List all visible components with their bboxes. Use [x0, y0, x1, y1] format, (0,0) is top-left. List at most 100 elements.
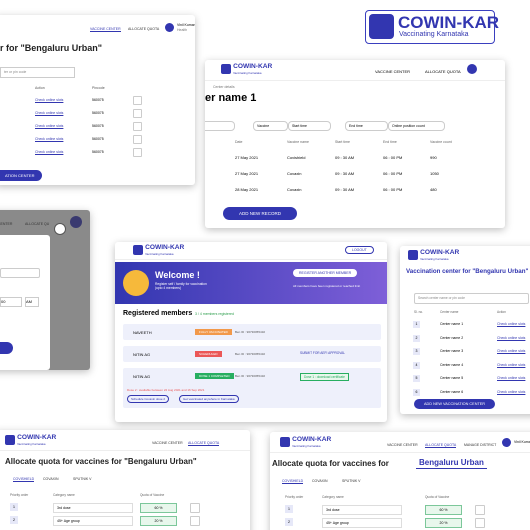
category-select[interactable]: 45+ Age group [322, 518, 402, 528]
dropdown[interactable] [0, 268, 40, 278]
nav-item[interactable]: ALLOCATE QUOTA [425, 443, 457, 448]
close-button[interactable] [54, 223, 66, 235]
nav-item[interactable]: VACCINE CENTER [90, 27, 121, 32]
row-menu[interactable] [475, 505, 485, 515]
nav-item[interactable]: MANAGE DISTRICT [464, 443, 497, 447]
logo-icon [369, 14, 394, 39]
row-menu[interactable] [133, 148, 142, 157]
nav-item[interactable]: ALLOCATE QUOTA [188, 441, 220, 446]
brand-name: COWIN-KAR [420, 248, 460, 256]
row-number: 5 [413, 375, 420, 382]
filter[interactable] [205, 121, 235, 131]
cell: 990 [430, 155, 437, 160]
brand-logo: COWIN-KAR Vaccinating Karnataka [365, 10, 499, 44]
member-action[interactable]: SUBMIT FOR AEFI APPROVAL [300, 351, 346, 355]
cell: 06 : 00 PM [383, 171, 403, 176]
tab[interactable]: COVISHIELD [282, 479, 304, 484]
column-header: Start time [335, 140, 350, 144]
row-menu[interactable] [133, 135, 142, 144]
time-input[interactable]: 00 [0, 297, 22, 307]
header-bar [270, 432, 530, 453]
filter[interactable]: Online position count [388, 121, 445, 131]
quota-panel: COWIN-KAR Vaccinating Karnataka VACCINE CE… [270, 432, 530, 530]
pincode: 560075 [92, 150, 104, 154]
priority-number: 1 [285, 505, 293, 513]
priority-number: 2 [10, 516, 18, 524]
cell: Covaxin [287, 187, 302, 192]
nav-item[interactable]: VACCINE CENTER [152, 441, 183, 445]
status-badge: FULLY VACCINATED [195, 329, 232, 335]
add-button[interactable]: ADD NEW RECORD [223, 207, 298, 220]
center-name: Center name 3 [440, 349, 464, 353]
logo-icon [5, 435, 15, 445]
row-menu[interactable] [475, 518, 485, 528]
row-menu[interactable] [133, 122, 142, 131]
cell: 480 [430, 187, 437, 192]
quota-input[interactable]: 20 % [425, 518, 462, 528]
brand-tagline: Vaccinating Karnataka [420, 256, 449, 261]
schedule-link[interactable]: Schedule Covaxin dose 2 [127, 395, 170, 403]
row-menu[interactable] [190, 516, 200, 526]
category-select[interactable]: 3rd dose [322, 505, 402, 515]
row-link[interactable]: Check online slots [35, 137, 64, 141]
add-button[interactable]: ADD NEW VACCINATION CENTER [414, 399, 496, 409]
center-name: Center name 5 [440, 376, 464, 380]
nav-item[interactable]: ALLOCATE QUOTA [128, 27, 160, 31]
row-link[interactable]: Check online slots [497, 322, 526, 326]
center-name: Center name 2 [440, 335, 464, 340]
register-button[interactable]: REGISTER ANOTHER MEMBER [293, 269, 358, 277]
row-link[interactable]: Check online slots [497, 335, 526, 340]
column-header: Pincode [92, 86, 105, 90]
pincode: 560075 [92, 137, 104, 141]
district-select[interactable]: Bengaluru Urban [416, 457, 487, 469]
row-link[interactable]: Check online slots [35, 124, 64, 128]
centers-list-panel: COWIN-KAR Vaccinating Karnataka Vaccinatio… [400, 246, 530, 414]
row-link[interactable]: Check online slots [35, 150, 64, 154]
tab[interactable]: COVISHIELD [13, 477, 35, 482]
category-select[interactable]: 3rd dose [53, 503, 133, 513]
nav-item[interactable]: VACCINE CENTER [375, 69, 411, 74]
quota-input[interactable]: 20 % [140, 516, 177, 526]
tab[interactable]: SPUTNIK V [342, 479, 361, 483]
column-header: Action [497, 310, 506, 314]
add-button[interactable]: ATION CENTER [0, 170, 43, 181]
row-link[interactable]: Check online slots [497, 389, 526, 394]
schedule-link[interactable]: Get vaccinated anywhere in Karnataka [179, 395, 239, 403]
search-box: ter or pin code [0, 67, 75, 78]
quota-input[interactable]: 60 % [425, 505, 462, 515]
submit-button[interactable] [0, 342, 13, 354]
row-menu[interactable] [190, 503, 200, 513]
avatar [502, 438, 511, 447]
page-title: r for "Bengaluru Urban" [0, 43, 103, 53]
brand-tagline: Vaccinating Karnataka [292, 443, 321, 448]
pincode: 560075 [92, 98, 104, 102]
logo-icon [221, 64, 231, 74]
header-bar [0, 430, 250, 451]
tab[interactable]: SPUTNIK V [73, 477, 92, 481]
cell: 27 May 2021 [235, 171, 259, 176]
row-number: 4 [413, 361, 420, 369]
row-link[interactable]: Check online slots [35, 111, 64, 115]
row-menu[interactable] [133, 96, 142, 105]
row-menu[interactable] [133, 109, 142, 118]
filter[interactable]: Vaccine [253, 121, 288, 131]
logout-button[interactable]: LOGOUT [345, 246, 374, 254]
row-link[interactable]: Check online slots [35, 98, 64, 102]
member-action[interactable]: Dose 1 : download certificate [300, 373, 349, 381]
tab[interactable]: COVAXIN [312, 479, 328, 483]
column-header: Category name [53, 493, 75, 497]
row-link[interactable]: Check online slots [497, 376, 526, 380]
nav-item[interactable]: ALLOCATE QUOTA [425, 69, 461, 74]
brand-tagline: Vaccinating Karnataka [145, 251, 174, 256]
period-select[interactable]: AM [25, 297, 39, 307]
user-name: Vinil Kuma [514, 440, 530, 444]
row-link[interactable]: Check online slots [497, 349, 526, 353]
center-name: Center name 1 [440, 322, 464, 326]
quota-input[interactable]: 60 % [140, 503, 177, 513]
tab[interactable]: COVAXIN [43, 477, 59, 481]
filter[interactable]: End time [345, 121, 388, 131]
row-link[interactable]: Check online slots [497, 362, 526, 367]
nav-item[interactable]: VACCINE CENTER [387, 443, 418, 447]
filter[interactable]: Start time [288, 121, 331, 131]
category-select[interactable]: 45+ Age group [53, 516, 133, 526]
